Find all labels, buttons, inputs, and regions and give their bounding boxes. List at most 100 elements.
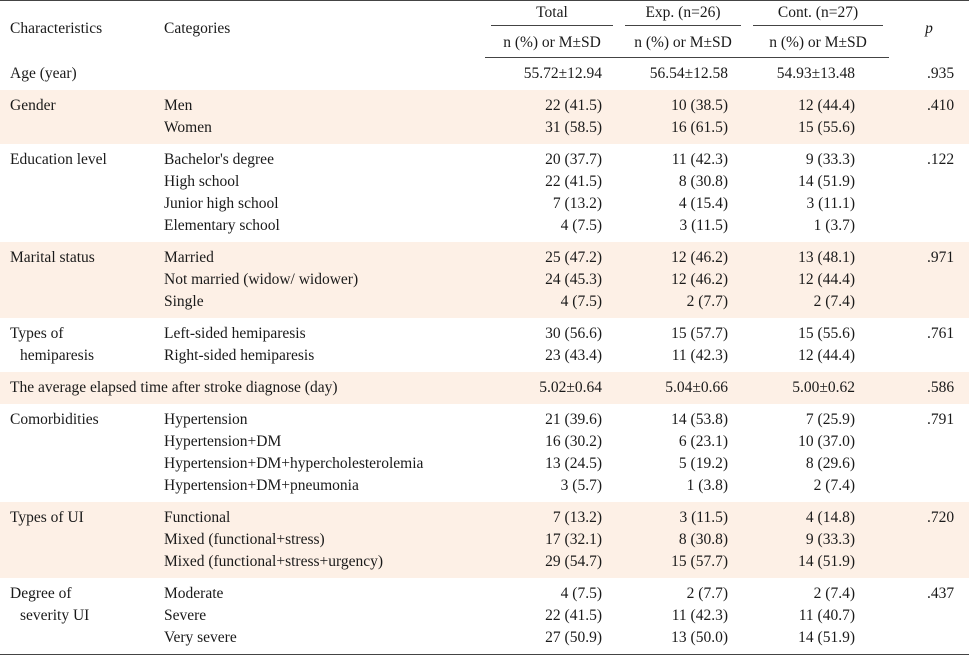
total-cell-value: 7 (13.2) — [552, 195, 602, 212]
total-cell-value: 4 (7.5) — [560, 585, 602, 602]
row-categories-value: Right-sided hemiparesis — [164, 347, 315, 364]
row-label-text: Types of UI — [10, 509, 84, 526]
p-value-cell: .437 — [889, 578, 969, 655]
row-label-text: hemiparesis — [20, 347, 95, 364]
total-cell-value: 7 (13.2) — [552, 509, 602, 526]
row-categories: Functional Mixed (functional+stress) Mixed… — [153, 502, 485, 578]
row-categories-value: Married — [164, 249, 214, 266]
cont-cell-value: 15 (55.6) — [798, 119, 855, 136]
cont-cell-value: 4 (14.8) — [805, 509, 855, 526]
p-value: .122 — [927, 151, 955, 168]
p-value: .586 — [927, 379, 955, 396]
cont-cell-value: 3 (11.1) — [806, 195, 856, 212]
row-categories-value: Men — [164, 97, 193, 114]
cont-cell-value: 15 (55.6) — [798, 325, 855, 342]
p-value-cell: .410 — [889, 90, 969, 144]
total-cell-value: 13 (24.5) — [545, 455, 602, 472]
row-categories-value: Hypertension+DM — [164, 433, 282, 450]
p-value: .720 — [927, 509, 955, 526]
header-cont-sub: n (%) or M±SD — [747, 29, 889, 58]
row-label: Age (year) — [0, 58, 153, 91]
cont-cell-value: 12 (44.4) — [798, 347, 855, 364]
exp-cell: 3 (11.5) 8 (30.8) 15 (57.7) — [619, 502, 747, 578]
cont-cell: 5.00±0.62 — [747, 372, 889, 404]
total-cell-value: 4 (7.5) — [560, 217, 602, 234]
row-categories-value: Bachelor's degree — [164, 151, 274, 168]
row-label-text: Age (year) — [10, 64, 77, 82]
cont-cell-value: 14 (51.9) — [798, 173, 855, 190]
total-cell-value: 31 (58.5) — [545, 119, 602, 136]
row-label-text: severity UI — [20, 607, 90, 624]
total-cell-value: 17 (32.1) — [545, 531, 602, 548]
p-value-cell: .586 — [889, 372, 969, 404]
exp-cell-value: 5.04±0.66 — [665, 379, 728, 396]
cont-cell: 7 (25.9) 10 (37.0) 8 (29.6) 2 (7.4) — [747, 404, 889, 502]
exp-cell-value: 11 (42.3) — [671, 151, 728, 168]
p-value-cell: .971 — [889, 242, 969, 318]
p-value: .935 — [927, 64, 955, 82]
row-categories-value: Very severe — [164, 629, 237, 646]
total-cell: 20 (37.7) 22 (41.5) 7 (13.2) 4 (7.5) — [485, 144, 619, 242]
row-label: Types of hemiparesis — [0, 318, 153, 372]
cont-cell-value: 2 (7.4) — [813, 585, 855, 602]
row-label-text: Gender — [10, 97, 56, 114]
table-row: The average elapsed time after stroke di… — [0, 372, 969, 404]
total-cell-value: 4 (7.5) — [560, 293, 602, 310]
header-exp-sub: n (%) or M±SD — [619, 29, 747, 58]
total-cell: 30 (56.6) 23 (43.4) — [485, 318, 619, 372]
header-categories: Categories — [164, 20, 231, 38]
cont-cell-value: 10 (37.0) — [798, 433, 855, 450]
p-value: .410 — [927, 97, 955, 114]
row-categories-value: Functional — [164, 509, 231, 526]
exp-cell-value: 11 (42.3) — [671, 347, 728, 364]
header-total-sub: n (%) or M±SD — [485, 29, 619, 58]
cont-cell-value: 1 (3.7) — [813, 217, 855, 234]
exp-cell-value: 1 (3.8) — [686, 477, 728, 494]
cont-cell: 12 (44.4) 15 (55.6) — [747, 90, 889, 144]
cont-cell: 13 (48.1) 12 (44.4) 2 (7.4) — [747, 242, 889, 318]
total-cell-value: 21 (39.6) — [545, 411, 602, 428]
row-label: Education level — [0, 144, 153, 242]
total-cell-value: 27 (50.9) — [545, 629, 602, 646]
total-cell-value: 3 (5.7) — [560, 477, 602, 494]
row-categories-value: Single — [164, 293, 204, 310]
total-cell: 5.02±0.64 — [485, 372, 619, 404]
total-cell-value: 22 (41.5) — [545, 97, 602, 114]
cont-cell-value: 12 (44.4) — [798, 271, 855, 288]
row-categories — [153, 58, 485, 91]
exp-cell-value: 5 (19.2) — [678, 455, 728, 472]
row-categories: Moderate Severe Very severe — [153, 578, 485, 655]
cont-cell-value: 2 (7.4) — [813, 477, 855, 494]
p-value: .761 — [927, 325, 955, 342]
p-value: .437 — [927, 585, 955, 602]
cont-cell-value: 54.93±13.48 — [776, 65, 855, 82]
exp-cell-value: 4 (15.4) — [678, 195, 728, 212]
exp-cell-value: 10 (38.5) — [671, 97, 728, 114]
row-categories-value: Not married (widow/ widower) — [164, 271, 359, 288]
exp-cell-value: 14 (53.8) — [671, 411, 728, 428]
table-row: Education level Bachelor's degree High sch… — [0, 144, 969, 242]
table-row: Age (year) 55.72±12.94 56.54±12.58 54.93±13… — [0, 58, 969, 91]
exp-cell: 10 (38.5) 16 (61.5) — [619, 90, 747, 144]
exp-cell: 5.04±0.66 — [619, 372, 747, 404]
cont-cell: 4 (14.8) 9 (33.3) 14 (51.9) — [747, 502, 889, 578]
total-cell: 55.72±12.94 — [485, 58, 619, 91]
p-value-cell: .122 — [889, 144, 969, 242]
total-cell: 4 (7.5) 22 (41.5) 27 (50.9) — [485, 578, 619, 655]
row-label-text: Types of — [10, 325, 64, 342]
cont-cell-value: 9 (33.3) — [805, 531, 855, 548]
exp-cell-value: 2 (7.7) — [686, 293, 728, 310]
row-categories-value: Women — [164, 119, 212, 136]
exp-cell-value: 3 (11.5) — [679, 217, 729, 234]
total-cell: 25 (47.2) 24 (45.3) 4 (7.5) — [485, 242, 619, 318]
table-row: Types of UI Functional Mixed (functional+s… — [0, 502, 969, 578]
exp-cell: 12 (46.2) 12 (46.2) 2 (7.7) — [619, 242, 747, 318]
total-cell-value: 20 (37.7) — [545, 151, 602, 168]
total-cell-value: 24 (45.3) — [545, 271, 602, 288]
table-row: Comorbidities Hypertension Hypertension+DM… — [0, 404, 969, 502]
row-categories: Men Women — [153, 90, 485, 144]
total-cell: 7 (13.2) 17 (32.1) 29 (54.7) — [485, 502, 619, 578]
p-value-cell: .935 — [889, 58, 969, 91]
table-row: Gender Men Women 22 (41.5) 31 (58.5) 10 (38.5… — [0, 90, 969, 144]
